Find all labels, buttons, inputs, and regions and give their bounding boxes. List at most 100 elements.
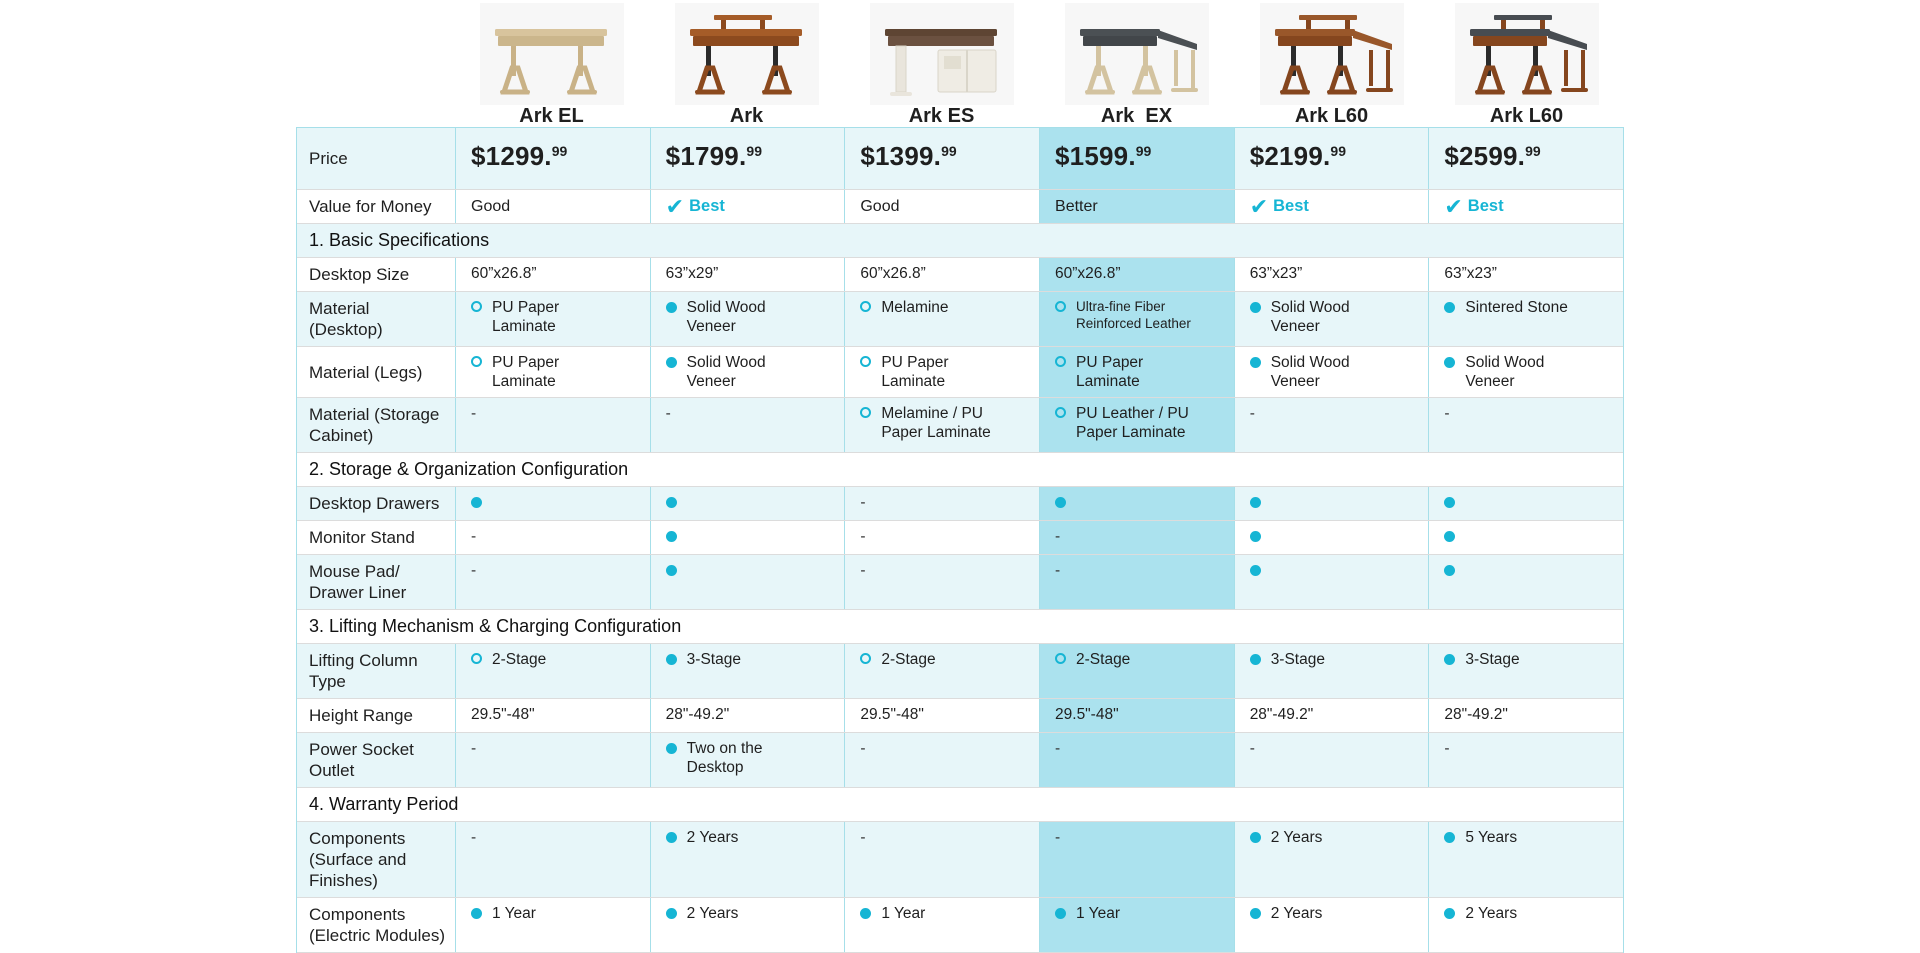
header-spacer	[296, 0, 454, 127]
row-label: Material (Legs)	[309, 362, 423, 382]
row-label: Components (Surface and Finishes)	[309, 829, 407, 890]
value-for-money-cell: ✔ Best	[649, 190, 845, 223]
table-row: Height Range 29.5"-48" 28"-49.2" 29.5"-48" 2…	[297, 698, 1623, 732]
spec-text: 28"-49.2"	[1249, 706, 1314, 723]
row-label: Material (Desktop)	[309, 299, 383, 339]
spec-cell	[649, 487, 845, 520]
product-image[interactable]	[869, 3, 1014, 105]
spec-cell	[649, 521, 845, 554]
price-cents: 99	[941, 143, 957, 159]
spec-text: 2 Years	[1465, 905, 1518, 922]
section-header: 4. Warranty Period	[297, 787, 1623, 821]
value-for-money-cell: Good	[455, 190, 650, 223]
desk-illustration	[1274, 15, 1393, 95]
open-circle-icon	[1055, 407, 1067, 418]
price-value: $2599.99	[1444, 141, 1541, 171]
spec-cell: 60”x26.8”	[1039, 258, 1234, 291]
price-cell: $2199.99	[1233, 128, 1429, 189]
spec-cell: 60”x26.8”	[455, 258, 650, 291]
spec-text: 3-Stage	[686, 651, 741, 668]
spec-cell: 3-Stage	[649, 644, 845, 698]
spec-text: 3-Stage	[1270, 651, 1325, 668]
table-row: Mouse Pad/ Drawer Liner - - -	[297, 554, 1623, 609]
spec-cell: -	[1428, 398, 1623, 452]
not-available-dash: -	[1249, 405, 1255, 422]
product-image[interactable]	[1064, 3, 1209, 105]
spec-text: Melamine	[881, 299, 949, 316]
price-cell: $1599.99	[1039, 128, 1234, 189]
spec-text: 60”x26.8”	[471, 265, 537, 282]
table-row: Monitor Stand - - -	[297, 520, 1623, 554]
open-circle-icon	[1055, 356, 1067, 367]
spec-text: 29.5"-48"	[1055, 706, 1119, 723]
table-row: Price $1299.99 $1799.99 $1399.99 $1599.99 $21…	[297, 128, 1623, 189]
not-available-dash: -	[860, 528, 866, 545]
spec-cell: 3-Stage	[1428, 644, 1623, 698]
spec-text: 2 Years	[686, 905, 739, 922]
product-header-row: Ark EL Ark Ark ES Ark EX Ark L60 Ark L60	[296, 0, 1624, 127]
price-cell: $1299.99	[455, 128, 650, 189]
spec-cell: PU Paper Laminate	[455, 347, 650, 397]
spec-cell: -	[649, 398, 845, 452]
spec-cell: 2 Years	[1233, 822, 1429, 897]
open-circle-icon	[471, 301, 482, 312]
open-circle-icon	[471, 356, 482, 367]
filled-dot-icon	[665, 497, 677, 508]
table-row: Value for Money Good ✔ Best Good Better ✔ Best ✔…	[297, 189, 1623, 223]
product-name[interactable]: Ark L60	[1294, 105, 1369, 127]
spec-cell	[1233, 521, 1429, 554]
section-header: 3. Lifting Mechanism & Charging Configur…	[297, 609, 1623, 643]
not-available-dash: -	[860, 494, 866, 511]
product-name[interactable]: Ark L60	[1489, 105, 1564, 127]
product-name[interactable]: Ark EX	[1100, 105, 1173, 127]
spec-text: Solid Wood Veneer	[686, 299, 766, 335]
open-circle-icon	[1055, 301, 1067, 312]
price-value: $1399.99	[860, 141, 957, 171]
product-image[interactable]	[674, 3, 819, 105]
spec-cell	[1428, 555, 1623, 609]
spec-cell: 29.5"-48"	[455, 699, 650, 732]
spec-cell: 63”x23”	[1428, 258, 1623, 291]
filled-dot-icon	[1249, 302, 1261, 313]
row-label: Price	[309, 149, 348, 168]
desk-illustration	[1469, 15, 1588, 95]
not-available-dash: -	[665, 405, 671, 422]
spec-cell: PU Paper Laminate	[1039, 347, 1234, 397]
spec-cell: 2 Years	[1428, 898, 1623, 952]
value-for-money-cell: ✔ Best	[1233, 190, 1429, 223]
spec-text: Solid Wood Veneer	[686, 354, 766, 390]
spec-cell: -	[1039, 733, 1234, 787]
open-circle-icon	[860, 407, 872, 418]
spec-cell: 2 Years	[1233, 898, 1429, 952]
desk-illustration	[494, 29, 607, 95]
price-cents: 99	[551, 143, 568, 159]
product-name[interactable]: Ark EL	[519, 105, 584, 127]
product-image[interactable]	[1454, 3, 1599, 105]
filled-dot-icon	[1444, 497, 1456, 508]
price-cell: $1399.99	[844, 128, 1039, 189]
spec-cell	[1428, 521, 1623, 554]
not-available-dash: -	[471, 562, 477, 579]
product-column-header: Ark ES	[844, 0, 1039, 127]
spec-text: Melamine / PU Paper Laminate	[881, 405, 991, 441]
product-image[interactable]	[479, 3, 624, 105]
spec-cell: 2 Years	[649, 898, 845, 952]
spec-cell: Ultra-fine Fiber Reinforced Leather	[1039, 292, 1234, 346]
product-column-header: Ark L60	[1429, 0, 1624, 127]
product-name[interactable]: Ark	[729, 105, 764, 127]
not-available-dash: -	[1249, 740, 1255, 757]
row-label: Desktop Drawers	[309, 494, 440, 513]
best-value-badge: ✔ Best	[1250, 195, 1309, 217]
filled-dot-icon	[1444, 531, 1456, 542]
filled-dot-icon	[1055, 908, 1067, 919]
product-image[interactable]	[1259, 3, 1404, 105]
spec-text: 2-Stage	[492, 651, 547, 668]
value-text: Good	[471, 198, 511, 215]
spec-cell: 28"-49.2"	[649, 699, 845, 732]
spec-cell	[455, 487, 650, 520]
spec-text: 63”x23”	[1444, 265, 1497, 282]
price-cents: 99	[1330, 143, 1346, 159]
not-available-dash: -	[1444, 740, 1450, 757]
product-name[interactable]: Ark ES	[908, 105, 975, 127]
